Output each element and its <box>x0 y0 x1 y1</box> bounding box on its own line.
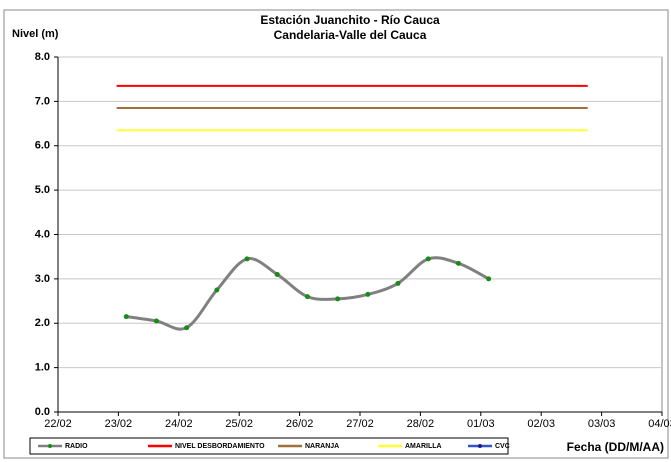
y-axis-label: Nivel (m) <box>12 28 59 40</box>
y-tick-label: 4.0 <box>35 228 50 240</box>
y-tick-label: 1.0 <box>35 362 50 374</box>
data-point <box>244 256 250 262</box>
x-tick-label: 04/03 <box>648 418 671 430</box>
data-point <box>153 318 159 324</box>
legend-label: RADIO <box>65 443 88 450</box>
data-point <box>486 276 492 282</box>
x-tick-label: 26/02 <box>286 418 314 430</box>
x-tick-label: 28/02 <box>407 418 435 430</box>
x-tick-label: 24/02 <box>165 418 193 430</box>
x-tick-label: 25/02 <box>225 418 253 430</box>
legend-marker <box>478 444 482 448</box>
x-tick-label: 23/02 <box>105 418 133 430</box>
y-tick-label: 0.0 <box>35 406 50 418</box>
legend-label: AMARILLA <box>405 443 442 450</box>
legend-label: NIVEL DESBORDAMIENTO <box>175 443 265 450</box>
data-point <box>335 296 341 302</box>
legend-label: CVC <box>495 443 510 450</box>
data-point <box>184 325 190 331</box>
x-tick-label: 27/02 <box>346 418 374 430</box>
x-tick-label: 02/03 <box>527 418 555 430</box>
x-axis-label: Fecha (DD/M/AA) <box>567 440 664 454</box>
chart-subtitle: Candelaria-Valle del Cauca <box>274 28 427 42</box>
x-tick-label: 03/03 <box>588 418 616 430</box>
chart-title: Estación Juanchito - Río Cauca <box>260 13 440 27</box>
x-tick-label: 22/02 <box>44 418 72 430</box>
data-point <box>425 256 431 262</box>
data-point <box>395 280 401 286</box>
data-point <box>365 291 371 297</box>
y-tick-label: 2.0 <box>35 317 50 329</box>
legend-label: NARANJA <box>305 443 339 450</box>
legend-box <box>29 437 509 455</box>
data-point <box>123 314 129 320</box>
x-tick-label: 01/03 <box>467 418 495 430</box>
y-tick-label: 6.0 <box>35 140 50 152</box>
data-point <box>304 294 310 300</box>
data-point <box>214 287 220 293</box>
data-point <box>274 271 280 277</box>
y-tick-label: 8.0 <box>35 51 50 63</box>
data-point <box>455 260 461 266</box>
y-tick-label: 7.0 <box>35 95 50 107</box>
legend-marker <box>48 444 52 448</box>
y-tick-label: 3.0 <box>35 273 50 285</box>
y-tick-label: 5.0 <box>35 184 50 196</box>
